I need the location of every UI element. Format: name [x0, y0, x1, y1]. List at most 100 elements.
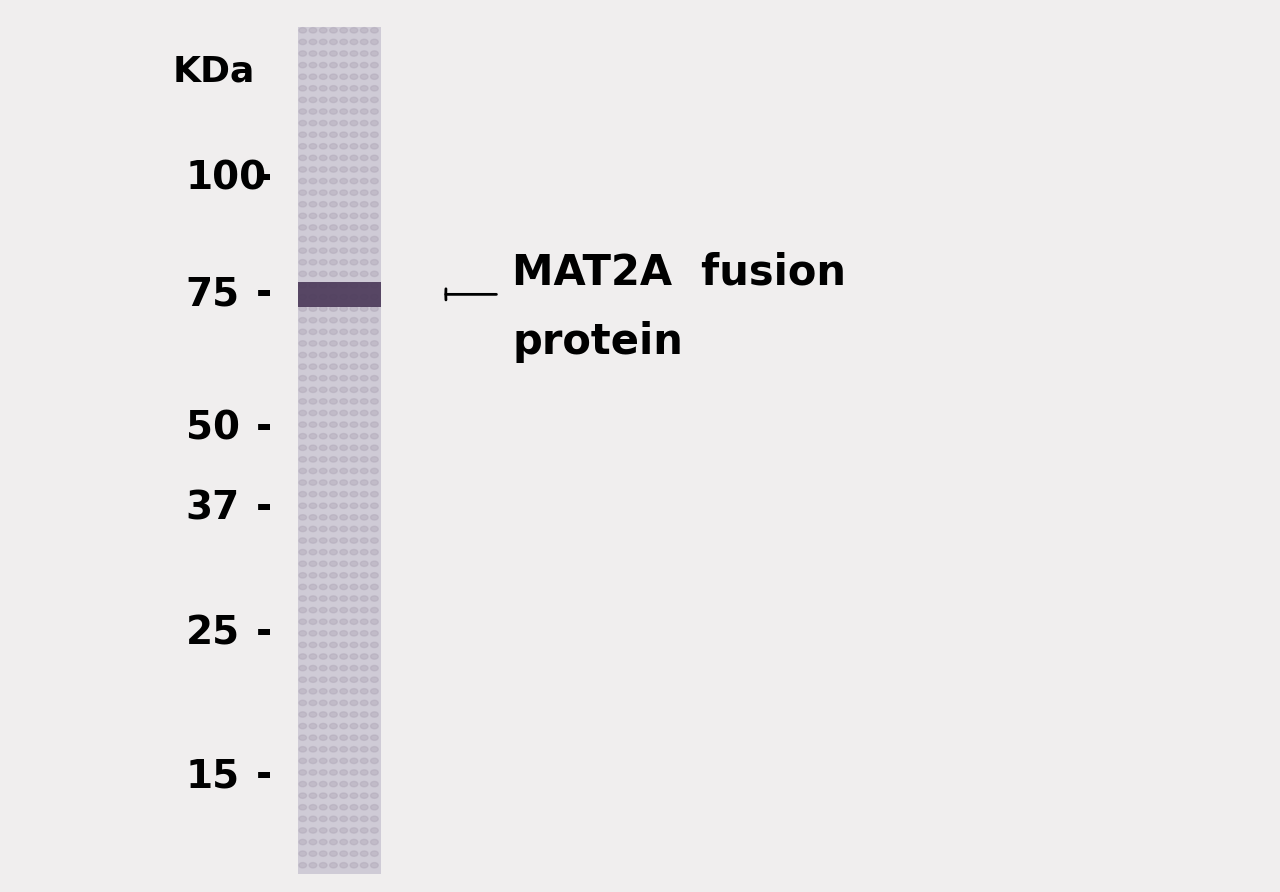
- Circle shape: [300, 573, 307, 578]
- Circle shape: [320, 642, 328, 648]
- Circle shape: [361, 260, 369, 265]
- Circle shape: [371, 410, 379, 416]
- Circle shape: [340, 689, 348, 694]
- Circle shape: [351, 863, 358, 868]
- Circle shape: [320, 700, 328, 706]
- Circle shape: [351, 631, 358, 636]
- Circle shape: [340, 434, 348, 439]
- Circle shape: [320, 445, 328, 450]
- Circle shape: [330, 758, 338, 764]
- Circle shape: [340, 271, 348, 277]
- Circle shape: [351, 318, 358, 323]
- Circle shape: [340, 596, 348, 601]
- Circle shape: [351, 480, 358, 485]
- Circle shape: [310, 329, 317, 334]
- Circle shape: [330, 109, 338, 114]
- Circle shape: [361, 283, 369, 288]
- Circle shape: [310, 526, 317, 532]
- Circle shape: [361, 341, 369, 346]
- Circle shape: [340, 213, 348, 219]
- Circle shape: [320, 677, 328, 682]
- Circle shape: [300, 631, 307, 636]
- Circle shape: [361, 793, 369, 798]
- Circle shape: [351, 364, 358, 369]
- Circle shape: [310, 839, 317, 845]
- Circle shape: [351, 341, 358, 346]
- Circle shape: [300, 376, 307, 381]
- Circle shape: [340, 248, 348, 253]
- Circle shape: [361, 828, 369, 833]
- Circle shape: [361, 584, 369, 590]
- Circle shape: [340, 457, 348, 462]
- Circle shape: [310, 689, 317, 694]
- Circle shape: [330, 828, 338, 833]
- Circle shape: [330, 723, 338, 729]
- Circle shape: [300, 28, 307, 33]
- Circle shape: [340, 619, 348, 624]
- Circle shape: [300, 318, 307, 323]
- Circle shape: [300, 39, 307, 45]
- Circle shape: [340, 538, 348, 543]
- Circle shape: [340, 781, 348, 787]
- Circle shape: [340, 39, 348, 45]
- Circle shape: [310, 712, 317, 717]
- Text: 50: 50: [186, 409, 239, 447]
- Circle shape: [340, 109, 348, 114]
- Circle shape: [340, 294, 348, 300]
- Circle shape: [371, 236, 379, 242]
- Circle shape: [340, 735, 348, 740]
- Circle shape: [330, 271, 338, 277]
- Circle shape: [371, 39, 379, 45]
- Circle shape: [330, 294, 338, 300]
- Circle shape: [300, 654, 307, 659]
- Circle shape: [330, 422, 338, 427]
- Circle shape: [300, 816, 307, 822]
- Circle shape: [330, 851, 338, 856]
- Circle shape: [300, 283, 307, 288]
- Circle shape: [351, 144, 358, 149]
- Circle shape: [330, 573, 338, 578]
- Circle shape: [320, 109, 328, 114]
- Circle shape: [371, 144, 379, 149]
- Circle shape: [330, 619, 338, 624]
- Circle shape: [361, 178, 369, 184]
- Circle shape: [310, 434, 317, 439]
- Circle shape: [340, 387, 348, 392]
- Circle shape: [351, 491, 358, 497]
- Circle shape: [371, 770, 379, 775]
- Circle shape: [300, 236, 307, 242]
- Circle shape: [330, 863, 338, 868]
- Circle shape: [300, 51, 307, 56]
- Circle shape: [310, 260, 317, 265]
- Circle shape: [320, 387, 328, 392]
- Circle shape: [310, 851, 317, 856]
- Circle shape: [300, 758, 307, 764]
- Circle shape: [330, 700, 338, 706]
- Circle shape: [340, 793, 348, 798]
- Circle shape: [351, 445, 358, 450]
- Circle shape: [330, 387, 338, 392]
- Circle shape: [340, 341, 348, 346]
- Circle shape: [340, 329, 348, 334]
- Circle shape: [340, 51, 348, 56]
- Circle shape: [330, 480, 338, 485]
- Circle shape: [320, 178, 328, 184]
- Circle shape: [340, 654, 348, 659]
- Circle shape: [351, 283, 358, 288]
- Circle shape: [300, 549, 307, 555]
- Circle shape: [300, 805, 307, 810]
- Circle shape: [361, 144, 369, 149]
- Circle shape: [320, 851, 328, 856]
- Circle shape: [310, 723, 317, 729]
- Circle shape: [310, 236, 317, 242]
- Circle shape: [300, 619, 307, 624]
- Circle shape: [351, 109, 358, 114]
- Text: MAT2A  fusion: MAT2A fusion: [512, 251, 846, 293]
- Circle shape: [371, 851, 379, 856]
- Circle shape: [310, 376, 317, 381]
- Circle shape: [351, 712, 358, 717]
- Circle shape: [371, 538, 379, 543]
- Circle shape: [330, 190, 338, 195]
- Circle shape: [310, 410, 317, 416]
- Circle shape: [330, 816, 338, 822]
